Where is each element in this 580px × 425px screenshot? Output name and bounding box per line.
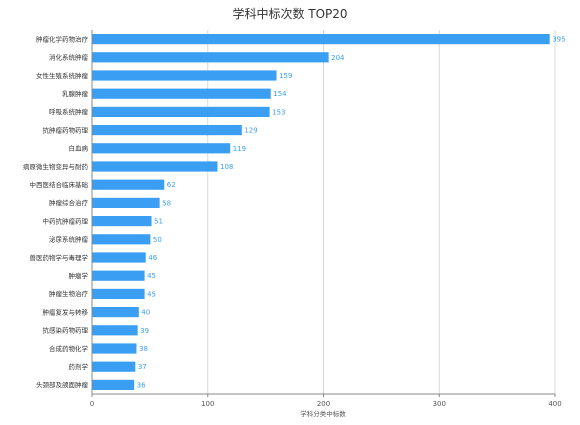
bar xyxy=(92,70,277,81)
value-label: 36 xyxy=(137,381,146,389)
value-labels: 395 204 159 154 153 129 119 108 62 58 51 50 46 45 45 40… xyxy=(137,36,566,390)
bar xyxy=(92,288,145,299)
category-label: 头颈部及颌面肿瘤 xyxy=(36,380,89,389)
x-tick-label: 200 xyxy=(317,400,330,408)
bars-group xyxy=(92,34,550,390)
bar xyxy=(92,379,135,390)
value-label: 50 xyxy=(153,236,162,244)
value-label: 38 xyxy=(139,345,148,353)
bar xyxy=(92,361,136,372)
value-label: 40 xyxy=(141,309,150,317)
value-label: 204 xyxy=(331,54,345,62)
bar xyxy=(92,34,550,45)
bar xyxy=(92,125,242,136)
category-label: 白血病 xyxy=(69,144,89,153)
bar xyxy=(92,197,160,208)
value-label: 51 xyxy=(154,218,163,226)
category-label: 呼吸系统肿瘤 xyxy=(49,107,89,116)
value-label: 108 xyxy=(220,163,233,171)
value-label: 58 xyxy=(162,199,171,207)
x-tick-label: 0 xyxy=(90,400,94,408)
category-labels: 肿瘤化学药物治疗消化系统肿瘤女性生殖系统肿瘤乳腺肿瘤呼吸系统肿瘤抗肿瘤药物药理白… xyxy=(23,34,89,389)
category-label: 乳腺肿瘤 xyxy=(62,89,89,98)
bar xyxy=(92,216,152,227)
value-label: 154 xyxy=(273,90,287,98)
category-label: 抗感染药物药理 xyxy=(43,326,89,335)
value-label: 129 xyxy=(244,127,257,135)
bar xyxy=(92,234,151,245)
value-label: 119 xyxy=(233,145,246,153)
bar xyxy=(92,325,138,336)
category-label: 抗肿瘤药物药理 xyxy=(43,125,89,134)
value-label: 153 xyxy=(272,108,285,116)
x-axis-ticks: 0 100 200 300 400 xyxy=(90,394,562,408)
bar xyxy=(92,343,137,354)
category-label: 肿瘤综合治疗 xyxy=(49,198,89,207)
value-label: 39 xyxy=(140,327,149,335)
grid-lines xyxy=(207,30,556,394)
bar xyxy=(92,88,271,99)
value-label: 46 xyxy=(148,254,157,262)
category-label: 中西医结合临床基础 xyxy=(30,180,89,189)
category-label: 女性生殖系统肿瘤 xyxy=(36,71,89,80)
bar xyxy=(92,307,139,318)
bar xyxy=(92,252,146,263)
category-label: 中药抗肿瘤药理 xyxy=(43,216,89,225)
value-label: 45 xyxy=(147,272,156,280)
category-label: 肿瘤化学药物治疗 xyxy=(36,34,89,43)
category-label: 肿瘤生物治疗 xyxy=(49,289,89,298)
category-label: 泌尿系统肿瘤 xyxy=(49,235,89,244)
x-tick-label: 400 xyxy=(548,400,561,408)
category-label: 药剂学 xyxy=(69,362,89,371)
value-label: 45 xyxy=(147,290,156,298)
bar xyxy=(92,143,231,154)
category-label: 病原微生物变异与耐药 xyxy=(23,162,89,171)
category-label: 肿瘤复发与转移 xyxy=(43,307,89,316)
x-axis-label: 学科分类中标数 xyxy=(300,409,346,418)
value-label: 395 xyxy=(552,36,565,44)
x-tick-label: 300 xyxy=(433,400,446,408)
value-label: 62 xyxy=(167,181,176,189)
bar xyxy=(92,270,145,281)
bar xyxy=(92,52,329,63)
chart-title: 学科中标次数 TOP20 xyxy=(232,6,347,21)
x-tick-label: 100 xyxy=(201,400,214,408)
bar xyxy=(92,106,270,117)
category-label: 合成药物化学 xyxy=(49,344,89,353)
bar xyxy=(92,179,165,190)
category-label: 肿瘤学 xyxy=(69,271,89,280)
bar xyxy=(92,161,218,172)
value-label: 159 xyxy=(279,72,292,80)
category-label: 兽医药物学与毒理学 xyxy=(30,253,89,262)
value-label: 37 xyxy=(138,363,147,371)
category-label: 消化系统肿瘤 xyxy=(49,53,89,62)
